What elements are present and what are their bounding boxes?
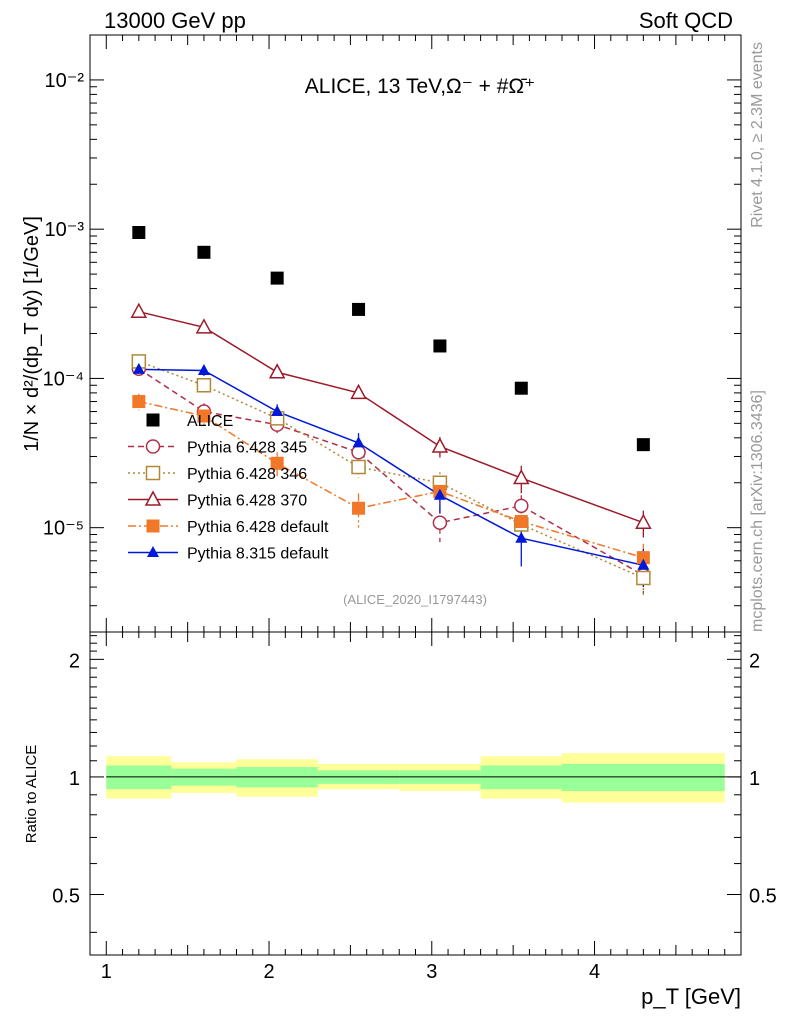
data-point-pythia-8-315-default [271, 405, 284, 417]
data-point-pythia-6-428-370 [268, 363, 286, 379]
legend-marker-pythia-6-428-345 [145, 439, 161, 454]
data-point-pythia-8-315-default [433, 488, 446, 500]
data-point-pythia-8-315-default [132, 362, 145, 374]
legend-label-pythia-6-428-default: Pythia 6.428 default [187, 519, 329, 536]
data-point-pythia-6-428-370 [513, 468, 530, 485]
data-point-pythia-6-428-default [352, 501, 366, 515]
data-point-pythia-6-428-default [514, 515, 528, 529]
mcplots-label: mcplots.cern.ch [arXiv:1306.3436] [749, 390, 766, 632]
data-point-alice [352, 302, 366, 316]
data-point-pythia-6-428-370 [195, 318, 213, 334]
data-point-pythia-6-428-370 [635, 513, 652, 529]
data-point-pythia-6-428-345 [432, 515, 448, 530]
main-y-axis-label: 1/N × d²/(dp_T dy) [1/GeV] [21, 216, 43, 452]
data-point-pythia-6-428-370 [130, 302, 148, 318]
ratio-plot-frame [89, 631, 742, 956]
data-point-pythia-6-428-345 [351, 445, 366, 460]
legend-marker-pythia-6-428-346 [145, 465, 161, 481]
ratio-inner-band [561, 763, 725, 792]
x-tick-label: 3 [426, 961, 437, 983]
data-point-pythia-8-315-default [352, 436, 365, 448]
legend-marker-pythia-6-428-370 [144, 490, 162, 506]
data-point-alice [636, 438, 650, 452]
header-left: 13000 GeV pp [104, 8, 246, 33]
data-point-alice [433, 339, 447, 353]
main-y-tick-labels: 10⁻⁵ 10⁻⁴ 10⁻³ 10⁻² [43, 70, 85, 540]
data-point-alice [270, 271, 284, 285]
ratio-axis-ticks [90, 632, 741, 955]
legend-label-pythia-6-428-370: Pythia 6.428 370 [187, 493, 307, 510]
ratio-y-axis-label: Ratio to ALICE [23, 745, 40, 843]
data-point-pythia-6-428-346 [196, 378, 212, 393]
x-tick-label: 4 [589, 961, 600, 983]
ratio-tick-labels: 0.5 0.5 1 1 2 2 1 2 3 4 [52, 650, 777, 983]
main-markers [130, 226, 652, 586]
data-point-alice [514, 381, 528, 395]
main-plot-panel: 10⁻⁵ 10⁻⁴ 10⁻³ 10⁻² ALICE, 13 TeV,Ω⁻ + #Ω̄⁺… [21, 34, 742, 633]
data-point-pythia-6-428-346 [636, 570, 651, 586]
ratio-plot-panel: 0.5 0.5 1 1 2 2 1 2 3 4 Ratio to ALICE p_T [GeV] [23, 631, 777, 1009]
data-point-pythia-8-315-default [197, 364, 210, 376]
data-point-pythia-6-428-370 [431, 437, 449, 453]
main-y-tick-label: 10⁻³ [45, 219, 85, 241]
ratio-y-tick-label-left: 2 [69, 650, 80, 672]
data-point-pythia-6-428-370 [350, 383, 367, 400]
data-point-pythia-6-428-default [197, 409, 211, 423]
ratio-y-tick-label-right: 2 [749, 650, 760, 672]
legend-marker-alice [146, 413, 160, 427]
main-y-tick-label: 10⁻⁵ [43, 518, 84, 540]
main-y-tick-label: 10⁻⁴ [43, 368, 84, 390]
x-tick-label: 2 [263, 961, 274, 983]
main-y-tick-label: 10⁻² [45, 70, 85, 92]
legend-label-pythia-8-315-default: Pythia 8.315 default [187, 546, 329, 563]
data-point-pythia-6-428-default [270, 456, 284, 470]
data-point-pythia-8-315-default [515, 531, 528, 543]
legend-label-pythia-6-428-345: Pythia 6.428 345 [187, 440, 307, 457]
legend-label-pythia-6-428-346: Pythia 6.428 346 [187, 466, 307, 483]
header-right: Soft QCD [639, 8, 733, 33]
main-plot-frame [89, 34, 742, 633]
x-axis-label: p_T [GeV] [641, 984, 741, 1009]
data-point-alice [132, 226, 146, 240]
rivet-version-label: Rivet 4.1.0, ≥ 2.3M events [749, 42, 766, 228]
legend-label-alice: ALICE [187, 413, 233, 430]
legend-marker-pythia-6-428-default [146, 519, 160, 533]
main-plot-title: ALICE, 13 TeV,Ω⁻ + #Ω̄⁺ [305, 75, 535, 98]
ratio-y-tick-label-left: 0.5 [52, 886, 80, 908]
main-axis-ticks [90, 34, 741, 633]
analysis-id-watermark: (ALICE_2020_I1797443) [343, 592, 487, 607]
legend: ALICE Pythia 6.428 345 Pythia 6.428 346 Pyt… [128, 413, 329, 563]
ratio-uncertainty-bands [106, 753, 725, 803]
data-point-pythia-8-315-default [637, 558, 650, 570]
ratio-y-tick-label-left: 1 [69, 768, 80, 790]
ratio-y-tick-label-right: 1 [749, 768, 760, 790]
ratio-y-tick-label-right: 0.5 [749, 886, 777, 908]
data-point-pythia-6-428-346 [351, 459, 366, 475]
data-point-pythia-6-428-345 [514, 498, 529, 514]
data-point-alice [197, 245, 211, 259]
data-point-pythia-6-428-default [132, 395, 146, 409]
x-tick-label: 1 [101, 961, 112, 983]
legend-marker-pythia-8-315-default [147, 546, 159, 557]
data-point-pythia-6-428-default [636, 551, 650, 565]
